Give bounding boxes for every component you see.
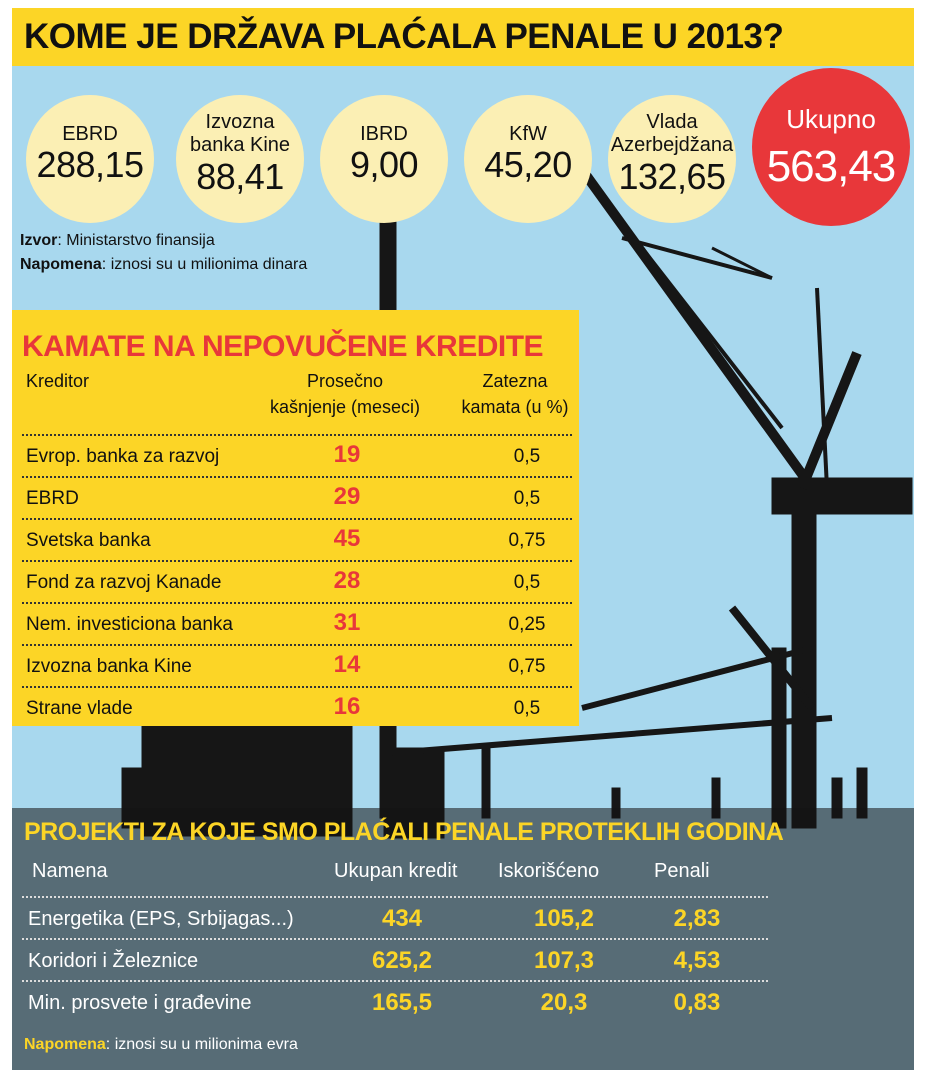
- col-header-delay-line1: Prosečno: [306, 371, 384, 391]
- penalty-label: EBRD: [62, 123, 118, 145]
- penalty-value: 88,41: [196, 156, 284, 197]
- project-row: Energetika (EPS, Srbijagas...) 434 105,2…: [22, 896, 768, 940]
- interest-table-panel: KAMATE NA NEPOVUČENE KREDITE Kreditor Pr…: [12, 310, 579, 726]
- interest-row: Fond za razvoj Kanade 28 0,5: [22, 560, 572, 604]
- penalty-bubble-vlada-azerbejdzana: Vlada Azerbejdžana 132,65: [608, 95, 736, 223]
- interest-row: Evrop. banka za razvoj 19 0,5: [22, 434, 572, 478]
- penalty-bubble-izvozna-banka-kine: Izvozna banka Kine 88,41: [176, 95, 304, 223]
- interest-row: EBRD 29 0,5: [22, 476, 572, 520]
- project-penalty: 0,83: [673, 989, 721, 1016]
- projects-note-label: Napomena: [24, 1036, 106, 1053]
- penalty-label: KfW: [509, 123, 547, 145]
- creditor-name: Izvozna banka Kine: [26, 656, 192, 677]
- project-total-credit: 434: [381, 905, 423, 932]
- source-note: Izvor: Ministarstvo finansija: [20, 232, 215, 250]
- total-bubble: Ukupno 563,43: [752, 68, 910, 226]
- col-header-rate-line1: Zatezna: [482, 371, 548, 391]
- creditor-name: Evrop. banka za razvoj: [26, 446, 220, 467]
- project-total-credit: 625,2: [371, 947, 433, 974]
- penalty-value: 45,20: [484, 144, 572, 185]
- penalty-label-line2: Azerbejdžana: [610, 134, 734, 156]
- project-used: 107,3: [533, 947, 595, 974]
- delay-months: 31: [333, 609, 361, 636]
- interest-row: Izvozna banka Kine 14 0,75: [22, 644, 572, 688]
- projects-table-title: PROJEKTI ZA KOJE SMO PLAĆALI PENALE PROT…: [24, 818, 784, 846]
- penalty-value: 288,15: [36, 144, 144, 185]
- col-header-penalty: Penali: [654, 860, 710, 882]
- delay-months: 28: [333, 567, 361, 594]
- interest-row: Strane vlade 16 0,5: [22, 686, 572, 724]
- col-header-purpose: Namena: [32, 860, 108, 882]
- delay-months: 16: [333, 693, 361, 720]
- penalty-rate: 0,5: [513, 698, 541, 719]
- col-header-rate-line2: kamata (u %): [461, 397, 569, 417]
- project-used: 20,3: [540, 989, 588, 1016]
- penalty-value: 132,65: [618, 156, 726, 197]
- creditor-name: EBRD: [26, 488, 79, 509]
- creditor-name: Svetska banka: [26, 530, 151, 551]
- delay-months: 45: [333, 525, 361, 552]
- project-total-credit: 165,5: [371, 989, 433, 1016]
- infographic-frame: KOME JE DRŽAVA PLAĆALA PENALE U 2013? EB…: [12, 8, 914, 1070]
- currency-note: Napomena: iznosi su u milionima dinara: [20, 256, 307, 274]
- creditor-name: Strane vlade: [26, 698, 133, 719]
- col-header-used: Iskorišćeno: [498, 860, 600, 882]
- note-label: Napomena: [20, 256, 102, 273]
- penalty-bubble-kfw: KfW 45,20: [464, 95, 592, 223]
- creditor-name: Fond za razvoj Kanade: [26, 572, 222, 593]
- col-header-total-credit: Ukupan kredit: [334, 860, 458, 882]
- penalty-rate: 0,25: [508, 614, 546, 635]
- note-text: : iznosi su u milionima dinara: [101, 256, 308, 273]
- project-penalty: 4,53: [673, 947, 721, 974]
- project-row: Min. prosvete i građevine 165,5 20,3 0,8…: [22, 980, 768, 1024]
- total-label: Ukupno: [786, 104, 876, 134]
- project-purpose: Koridori i Železnice: [28, 950, 199, 972]
- creditor-name: Nem. investiciona banka: [26, 614, 233, 635]
- penalty-label-line2: banka Kine: [189, 134, 291, 156]
- projects-note: Napomena: iznosi su u milionima evra: [24, 1036, 298, 1054]
- interest-row: Svetska banka 45 0,75: [22, 518, 572, 562]
- interest-table-title: KAMATE NA NEPOVUČENE KREDITE: [22, 330, 544, 363]
- main-title: KOME JE DRŽAVA PLAĆALA PENALE U 2013?: [24, 17, 784, 56]
- project-purpose: Energetika (EPS, Srbijagas...): [28, 908, 294, 930]
- delay-months: 19: [333, 441, 361, 468]
- penalty-label: IBRD: [360, 123, 408, 145]
- penalty-rate: 0,75: [508, 530, 546, 551]
- penalty-bubble-ibrd: IBRD 9,00: [320, 95, 448, 223]
- interest-row: Nem. investiciona banka 31 0,25: [22, 602, 572, 646]
- col-header-delay-line2: kašnjenje (meseci): [269, 397, 421, 417]
- penalty-rate: 0,5: [513, 446, 541, 467]
- project-penalty: 2,83: [673, 905, 721, 932]
- penalty-bubble-ebrd: EBRD 288,15: [26, 95, 154, 223]
- project-used: 105,2: [533, 905, 595, 932]
- penalty-rate: 0,5: [513, 488, 541, 509]
- project-row: Koridori i Železnice 625,2 107,3 4,53: [22, 938, 768, 982]
- delay-months: 14: [333, 651, 361, 678]
- projects-note-text: : iznosi su u milionima evra: [105, 1036, 298, 1053]
- penalty-value: 9,00: [349, 144, 419, 185]
- penalty-label-line1: Vlada: [646, 111, 698, 133]
- project-purpose: Min. prosvete i građevine: [28, 992, 252, 1014]
- source-text: : Ministarstvo finansija: [57, 232, 215, 249]
- penalty-rate: 0,75: [508, 656, 546, 677]
- title-bar: KOME JE DRŽAVA PLAĆALA PENALE U 2013?: [12, 8, 914, 66]
- penalty-rate: 0,5: [513, 572, 541, 593]
- penalty-label-line1: Izvozna: [205, 111, 275, 133]
- source-label: Izvor: [20, 232, 58, 249]
- col-header-creditor: Kreditor: [26, 371, 90, 391]
- total-value: 563,43: [766, 142, 897, 191]
- projects-table-panel: PROJEKTI ZA KOJE SMO PLAĆALI PENALE PROT…: [12, 808, 914, 1070]
- delay-months: 29: [333, 483, 361, 510]
